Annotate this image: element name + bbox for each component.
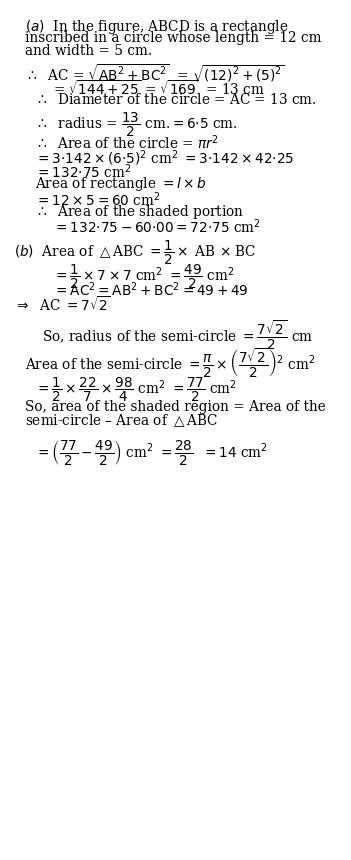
Text: $(a)$  In the figure, ABCD is a rectangle: $(a)$ In the figure, ABCD is a rectangle — [25, 18, 288, 36]
Text: and width = 5 cm.: and width = 5 cm. — [25, 44, 152, 58]
Text: $\therefore$  radius = $\dfrac{13}{2}$ cm.$= 6{\cdot}5$ cm.: $\therefore$ radius = $\dfrac{13}{2}$ cm… — [35, 111, 238, 139]
Text: $= 3{\cdot}142 \times (6{\cdot}5)^2$ cm$^2$ $= 3{\cdot}142 \times 42{\cdot}25$: $= 3{\cdot}142 \times (6{\cdot}5)^2$ cm$… — [35, 148, 294, 168]
Text: $= \dfrac{1}{2} \times \dfrac{22}{7} \times \dfrac{98}{4}$ cm$^2$ $= \dfrac{77}{: $= \dfrac{1}{2} \times \dfrac{22}{7} \ti… — [35, 376, 237, 404]
Text: $= \dfrac{1}{2} \times 7 \times 7$ cm$^2$ $= \dfrac{49}{2}$ cm$^2$: $= \dfrac{1}{2} \times 7 \times 7$ cm$^2… — [53, 263, 234, 292]
Text: Area of rectangle $= l \times b$: Area of rectangle $= l \times b$ — [35, 175, 207, 194]
Text: $(b)$  Area of $\triangle$ABC $= \dfrac{1}{2} \times$ AB $\times$ BC: $(b)$ Area of $\triangle$ABC $= \dfrac{1… — [14, 239, 257, 267]
Text: So, radius of the semi-circle $= \dfrac{7\sqrt{2}}{2}$ cm: So, radius of the semi-circle $= \dfrac{… — [42, 319, 313, 352]
Text: $\therefore$  Diameter of the circle = AC = 13 cm.: $\therefore$ Diameter of the circle = AC… — [35, 92, 317, 107]
Text: Area of the semi-circle $= \dfrac{\pi}{2} \times \left(\dfrac{7\sqrt{2}}{2}\righ: Area of the semi-circle $= \dfrac{\pi}{2… — [25, 347, 315, 379]
Text: = $\sqrt{144 + 25}$ = $\sqrt{169}$  = 13 cm: = $\sqrt{144 + 25}$ = $\sqrt{169}$ = 13 … — [53, 79, 265, 98]
Text: $= \mathrm{AC}^2 = \mathrm{AB}^2 + \mathrm{BC}^2 = 49 + 49$: $= \mathrm{AC}^2 = \mathrm{AB}^2 + \math… — [53, 280, 248, 299]
Text: $\Rightarrow$  AC $= 7\sqrt{2}$: $\Rightarrow$ AC $= 7\sqrt{2}$ — [14, 295, 111, 314]
Text: So, area of the shaded region = Area of the: So, area of the shaded region = Area of … — [25, 400, 325, 414]
Text: $\therefore$  Area of the shaded portion: $\therefore$ Area of the shaded portion — [35, 203, 244, 221]
Text: $\therefore$  AC = $\sqrt{\mathrm{AB}^2 + \mathrm{BC}^2}$  = $\sqrt{(12)^2 + (5): $\therefore$ AC = $\sqrt{\mathrm{AB}^2 +… — [25, 63, 284, 85]
Text: $= 12 \times 5 = 60$ cm$^2$: $= 12 \times 5 = 60$ cm$^2$ — [35, 190, 161, 209]
Text: semi-circle – Area of $\triangle$ABC: semi-circle – Area of $\triangle$ABC — [25, 413, 217, 429]
Text: $= 132{\cdot}75$ cm$^2$: $= 132{\cdot}75$ cm$^2$ — [35, 163, 132, 181]
Text: inscribed in a circle whose length = 12 cm: inscribed in a circle whose length = 12 … — [25, 31, 321, 45]
Text: $= 132{\cdot}75 - 60{\cdot}00 = 72{\cdot}75$ cm$^2$: $= 132{\cdot}75 - 60{\cdot}00 = 72{\cdot… — [53, 218, 260, 237]
Text: $\therefore$  Area of the circle = $\pi r^2$: $\therefore$ Area of the circle = $\pi r… — [35, 133, 219, 152]
Text: $= \left(\dfrac{77}{2} - \dfrac{49}{2}\right)$ cm$^2$ $= \dfrac{28}{2}$  $= 14$ : $= \left(\dfrac{77}{2} - \dfrac{49}{2}\r… — [35, 438, 268, 467]
